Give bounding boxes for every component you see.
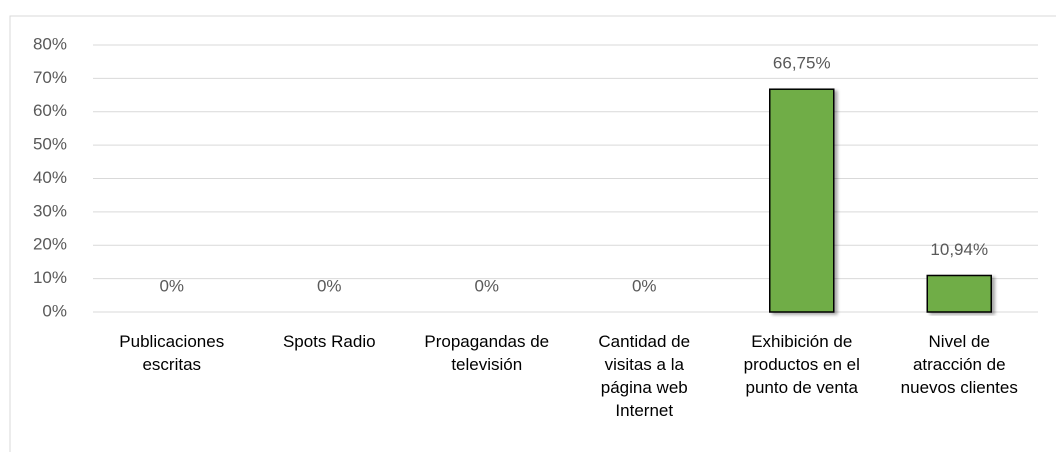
x-tick-label: Propagandas de televisión [424, 332, 550, 374]
y-tick-label: 70% [33, 68, 67, 87]
bar [769, 88, 835, 313]
x-tick-label: Exhibición de productos en el punto de v… [743, 332, 860, 397]
chart-border [9, 15, 1056, 452]
value-label: 66,75% [773, 54, 831, 73]
y-tick-label: 40% [33, 168, 67, 187]
x-tick-label: Nivel de atracción de nuevos clientes [900, 332, 1018, 397]
value-label: 0% [632, 276, 657, 295]
value-label: 0% [159, 276, 184, 295]
y-tick-label: 30% [33, 201, 67, 220]
x-tick-label: Publicaciones escritas [119, 332, 225, 374]
value-label: 0% [317, 276, 342, 295]
bar [926, 274, 992, 313]
y-tick-label: 80% [33, 34, 67, 53]
x-tick-label: Cantidad de visitas a la página web Inte… [598, 332, 691, 420]
x-tick-label: Spots Radio [282, 332, 376, 351]
y-tick-label: 50% [33, 135, 67, 154]
y-tick-label: 10% [33, 268, 67, 287]
value-label: 0% [474, 276, 499, 295]
value-label: 10,94% [930, 240, 988, 259]
y-tick-label: 20% [33, 235, 67, 254]
y-tick-label: 60% [33, 101, 67, 120]
y-tick-label: 0% [42, 301, 67, 320]
